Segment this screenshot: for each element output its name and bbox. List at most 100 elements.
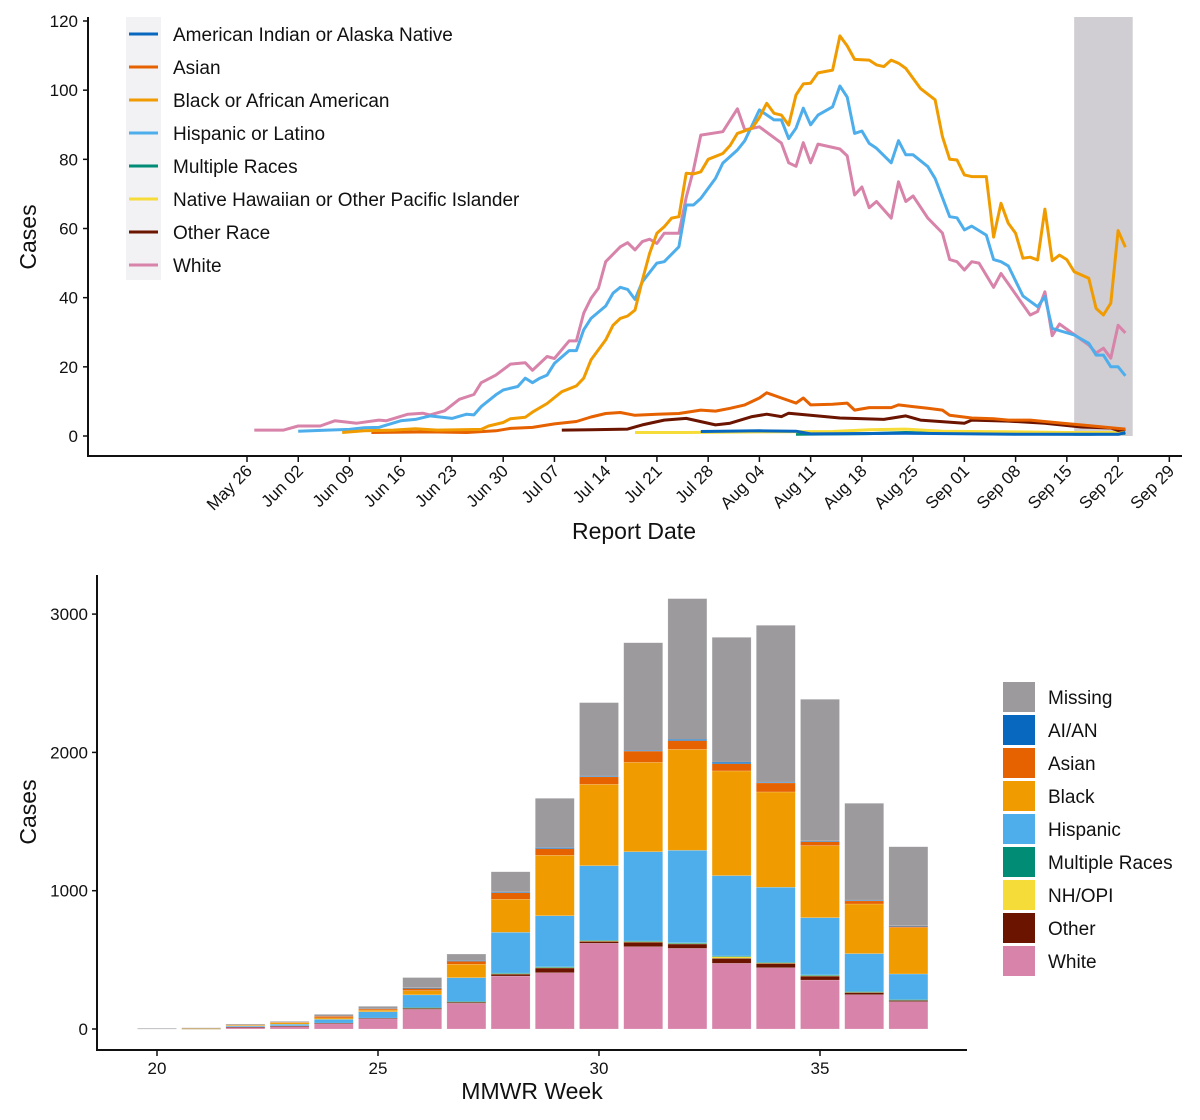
y-tick-label: 80: [59, 150, 78, 169]
legend-label: Black: [1048, 787, 1095, 808]
legend-label: Asian: [1048, 754, 1096, 775]
bar-segment-missing: [402, 977, 442, 989]
bar-segment-other: [667, 943, 708, 949]
y-tick-label: 100: [50, 81, 78, 100]
bar-segment-hispanic: [535, 915, 575, 968]
bar-segment-asian: [711, 763, 752, 772]
bar-segment-white: [535, 972, 575, 1030]
y-tick-label: 60: [59, 220, 78, 239]
bar-segment-missing: [225, 1023, 266, 1026]
legend-swatch: [1003, 781, 1035, 811]
bar-segment-black: [844, 903, 884, 954]
bar-segment-black: [490, 899, 531, 933]
legend-item-asian: Asian: [129, 58, 221, 79]
bar-segment-missing: [579, 702, 619, 777]
y-tick-label: 2000: [50, 743, 88, 762]
bar-segment-white: [800, 979, 840, 1030]
legend-swatch: [1003, 847, 1035, 877]
bar-segment-missing: [314, 1014, 354, 1017]
bar-segment-white: [756, 967, 796, 1030]
bar-segment-missing: [888, 846, 929, 927]
y-tick-label: 40: [59, 289, 78, 308]
bar-segment-hispanic: [446, 977, 487, 1002]
bar-segment-hispanic: [667, 850, 708, 944]
legend-item-ai-an: AI/AN: [1003, 715, 1098, 745]
y-tick-label: 3000: [50, 605, 88, 624]
bar-segment-multiple-races: [446, 1001, 487, 1003]
bars: [137, 598, 929, 1030]
bar-segment-other: [314, 1022, 354, 1025]
bar-segment-asian: [667, 740, 708, 750]
y-tick-label: 1000: [50, 882, 88, 901]
y-tick-label: 20: [59, 358, 78, 377]
series-line-black-or-african-american: [342, 34, 1127, 434]
bar-segment-missing: [490, 871, 531, 893]
legend-label: Other: [1048, 919, 1096, 940]
bar-week-21: [181, 1027, 221, 1030]
bar-segment-white: [490, 975, 531, 1030]
bar-segment-hispanic: [756, 886, 796, 963]
legend-item-other: Other: [1003, 913, 1096, 943]
bar-segment-asian: [800, 841, 840, 846]
legend-item-multiple-races: Multiple Races: [129, 157, 298, 178]
bar-segment-missing: [446, 953, 487, 961]
bar-segment-hispanic: [800, 917, 840, 976]
legend-label: Hispanic: [1048, 820, 1121, 841]
legend-label: American Indian or Alaska Native: [173, 25, 453, 46]
legend-label: NH/OPI: [1048, 886, 1113, 907]
legend-item-black-or-african-american: Black or African American: [129, 91, 389, 112]
bar-segment-asian: [490, 892, 531, 900]
bar-segment-white: [314, 1023, 354, 1030]
y-axis-title: Cases: [15, 204, 41, 269]
bar-segment-white: [402, 1009, 442, 1030]
series-line-other-race: [561, 411, 1126, 432]
bar-segment-black: [800, 845, 840, 918]
bar-segment-hispanic: [623, 851, 663, 942]
legend-swatch: [1003, 814, 1035, 844]
legend-item-american-indian-or-alaska-native: American Indian or Alaska Native: [129, 25, 453, 46]
bar-segment-missing: [844, 803, 884, 901]
bar-segment-black: [446, 964, 487, 978]
x-axis-title: Report Date: [572, 518, 696, 544]
bar-segment-white: [888, 1001, 929, 1030]
bar-segment-white: [844, 994, 884, 1030]
bar-segment-hispanic: [490, 932, 531, 974]
stacked-bar-chart-cases-by-mmwr-week: 0 1000 2000 3000 20 25 30 35 MMWR Week Cases M…: [15, 575, 1173, 1104]
bar-segment-black: [402, 990, 442, 996]
legend: Missing AI/AN Asian Black Hispanic Multiple R…: [1003, 682, 1173, 976]
legend-label: AI/AN: [1048, 721, 1098, 742]
series-line-asian: [371, 391, 1126, 434]
bar-segment-asian: [623, 750, 663, 763]
bar-segment-hispanic: [269, 1023, 310, 1027]
legend-item-nh-opi: NH/OPI: [1003, 880, 1113, 910]
bar-week-29: [535, 798, 575, 1030]
bar-segment-black: [579, 784, 619, 866]
bar-week-22: [225, 1023, 266, 1030]
legend-item-native-hawaiian-or-other-pacific-islander: Native Hawaiian or Other Pacific Islande…: [129, 190, 520, 211]
series-line-american-indian-or-alaska-native: [700, 429, 1126, 436]
bar-segment-black: [711, 770, 752, 876]
bar-week-36: [844, 803, 884, 1030]
bar-segment-hispanic: [844, 953, 884, 992]
bar-segment-hispanic: [402, 994, 442, 1008]
bar-segment-white: [623, 946, 663, 1030]
legend-item-asian: Asian: [1003, 748, 1096, 778]
legend-swatch: [1003, 682, 1035, 712]
series-line-hispanic-or-latino: [298, 84, 1127, 433]
x-axis-title: MMWR Week: [461, 1078, 603, 1104]
x-ticks: 20 25 30 35: [148, 1050, 830, 1078]
bar-week-24: [314, 1014, 354, 1030]
bar-week-23: [269, 1021, 310, 1030]
bar-segment-missing: [358, 1006, 398, 1010]
x-tick-label: 35: [811, 1059, 830, 1078]
bar-segment-black: [358, 1009, 398, 1012]
bar-segment-black: [623, 762, 663, 852]
bar-segment-asian: [756, 782, 796, 793]
bar-segment-other: [756, 963, 796, 968]
y-tick-label: 0: [69, 427, 78, 446]
bar-segment-asian: [579, 776, 619, 785]
bar-segment-missing: [623, 642, 663, 751]
bar-segment-hispanic: [579, 865, 619, 941]
legend-item-hispanic-or-latino: Hispanic or Latino: [129, 124, 325, 145]
